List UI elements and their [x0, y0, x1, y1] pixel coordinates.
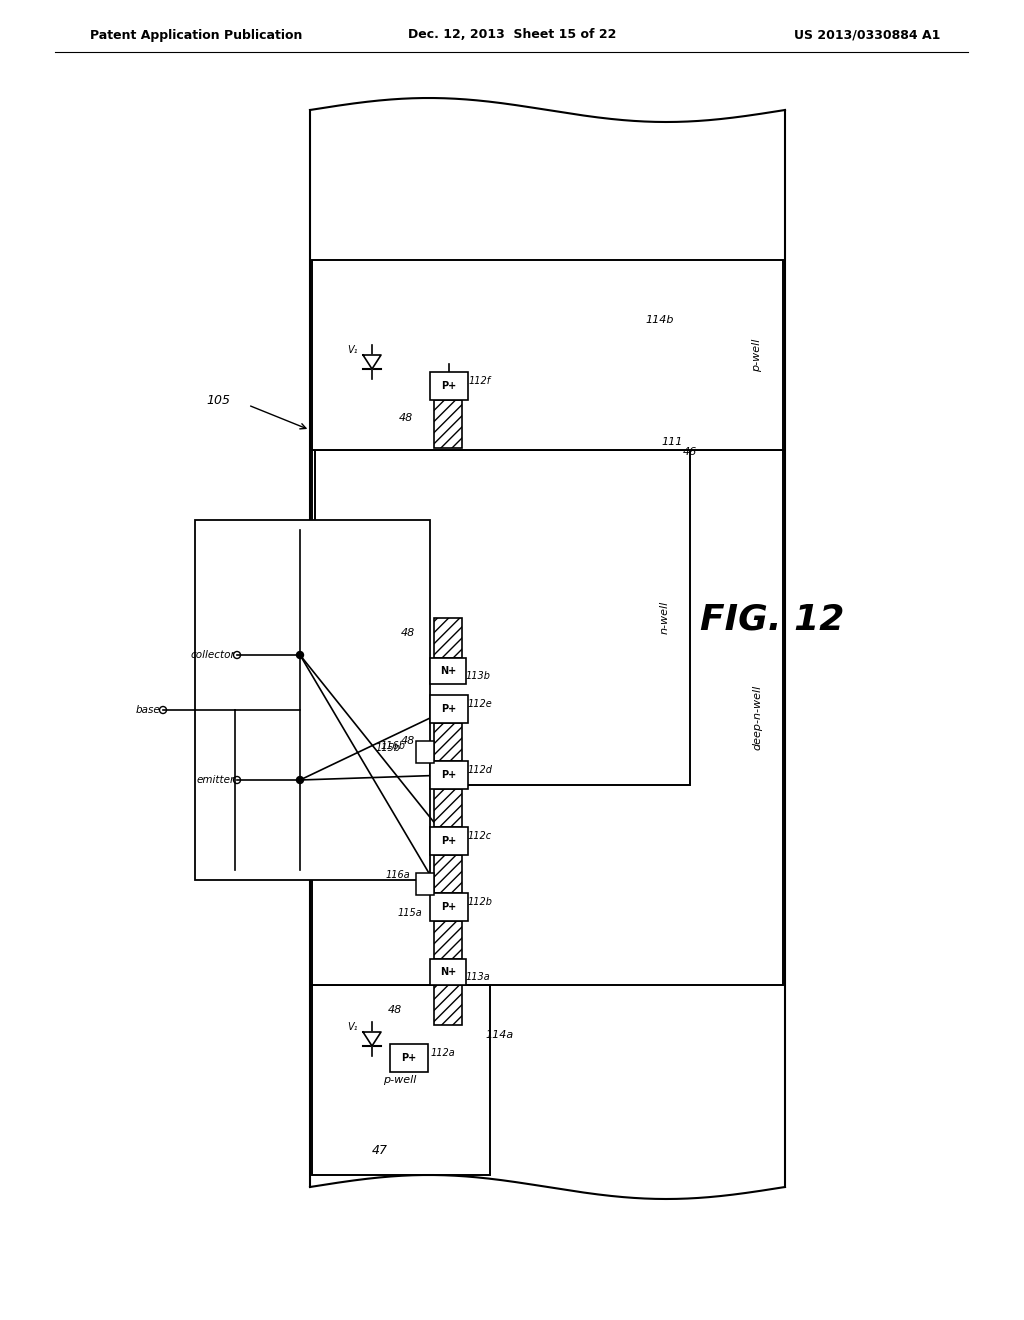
- Bar: [434, 723, 462, 762]
- Bar: [430, 960, 466, 985]
- Text: N+: N+: [440, 667, 456, 676]
- Bar: [430, 894, 468, 921]
- Text: 105: 105: [206, 393, 230, 407]
- Bar: [195, 520, 430, 880]
- Text: 114a: 114a: [485, 1030, 514, 1040]
- Text: US 2013/0330884 A1: US 2013/0330884 A1: [794, 29, 940, 41]
- Text: 47: 47: [372, 1143, 388, 1156]
- Text: p-well: p-well: [383, 1074, 417, 1085]
- Text: Dec. 12, 2013  Sheet 15 of 22: Dec. 12, 2013 Sheet 15 of 22: [408, 29, 616, 41]
- Text: 113a: 113a: [466, 972, 490, 982]
- Text: 112c: 112c: [468, 832, 493, 841]
- Text: 112e: 112e: [468, 700, 493, 709]
- Text: deep-n-well: deep-n-well: [752, 685, 762, 750]
- Bar: [430, 828, 468, 855]
- Text: 113b: 113b: [466, 671, 490, 681]
- Bar: [312, 985, 490, 1175]
- Bar: [434, 985, 462, 1026]
- Bar: [434, 921, 462, 960]
- Text: base: base: [135, 705, 160, 715]
- Text: 116a: 116a: [386, 870, 411, 880]
- Polygon shape: [362, 1032, 381, 1045]
- Circle shape: [297, 652, 303, 659]
- Text: emitter: emitter: [197, 775, 234, 785]
- Bar: [416, 741, 434, 763]
- Bar: [315, 450, 690, 785]
- Text: 48: 48: [399, 413, 413, 422]
- Polygon shape: [362, 355, 381, 370]
- Text: V₁: V₁: [347, 1022, 358, 1032]
- Bar: [430, 657, 466, 684]
- Text: n-well: n-well: [660, 601, 670, 634]
- Text: collector: collector: [190, 649, 234, 660]
- Text: 48: 48: [400, 737, 415, 746]
- Bar: [434, 400, 462, 447]
- Bar: [434, 618, 462, 657]
- Bar: [312, 450, 783, 985]
- Text: P+: P+: [401, 1053, 417, 1063]
- Text: 112a: 112a: [431, 1048, 456, 1059]
- Text: P+: P+: [441, 381, 457, 391]
- Bar: [430, 762, 468, 789]
- Bar: [430, 372, 468, 400]
- Text: 48: 48: [400, 628, 415, 638]
- Text: P+: P+: [441, 770, 457, 780]
- Bar: [312, 260, 783, 450]
- Bar: [434, 789, 462, 828]
- Text: P+: P+: [441, 836, 457, 846]
- Text: 115b: 115b: [376, 743, 400, 752]
- Text: 112d: 112d: [468, 766, 493, 775]
- Text: P+: P+: [441, 902, 457, 912]
- Text: 46: 46: [683, 447, 697, 457]
- Text: 115a: 115a: [397, 908, 422, 917]
- Text: Patent Application Publication: Patent Application Publication: [90, 29, 302, 41]
- Text: 112b: 112b: [468, 898, 493, 907]
- Bar: [416, 873, 434, 895]
- Text: P+: P+: [441, 704, 457, 714]
- Bar: [390, 1044, 428, 1072]
- Bar: [430, 696, 468, 723]
- Text: 112f: 112f: [469, 376, 492, 385]
- Text: FIG. 12: FIG. 12: [700, 603, 845, 638]
- Circle shape: [297, 776, 303, 784]
- Text: 114b: 114b: [646, 315, 674, 325]
- Text: p-well: p-well: [752, 338, 762, 372]
- Text: 111: 111: [662, 437, 683, 447]
- Bar: [434, 855, 462, 894]
- Text: 48: 48: [388, 1005, 402, 1015]
- Text: N+: N+: [440, 968, 456, 977]
- Text: V₁: V₁: [347, 345, 358, 355]
- Text: 116b: 116b: [381, 741, 406, 751]
